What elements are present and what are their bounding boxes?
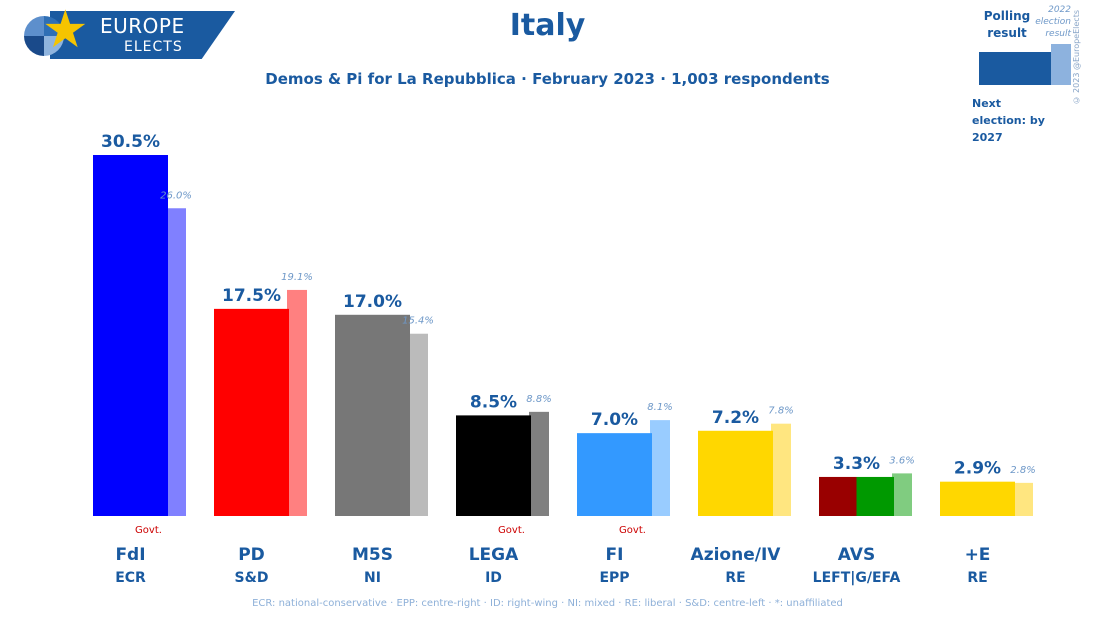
party-group-label: ID bbox=[485, 570, 502, 586]
election-value-label: 2.8% bbox=[1010, 465, 1035, 476]
poll-value-label: 3.3% bbox=[833, 454, 880, 474]
party-name-label: M5S bbox=[352, 545, 393, 565]
poll-value-label: 7.2% bbox=[712, 408, 759, 428]
chart-subtitle: Demos & Pi for La Repubblica · February … bbox=[265, 70, 830, 88]
election-bar bbox=[771, 423, 791, 516]
legend: Polling result 2022 election result Next… bbox=[972, 0, 1095, 144]
govt-label: Govt. bbox=[135, 525, 162, 536]
logo-globe-icon bbox=[24, 16, 64, 56]
logo-text-europe: EUROPE bbox=[100, 14, 185, 38]
footnote: ECR: national-conservative · EPP: centre… bbox=[252, 598, 843, 609]
party-name-label: +E bbox=[965, 545, 991, 565]
poll-bar bbox=[214, 308, 289, 516]
election-bar bbox=[408, 333, 428, 516]
logo-banner bbox=[50, 11, 235, 59]
legend-next-election: Next election: by 2027 bbox=[972, 97, 1045, 144]
govt-label: Govt. bbox=[619, 525, 646, 536]
poll-value-label: 7.0% bbox=[591, 410, 638, 430]
poll-bar bbox=[698, 430, 773, 516]
poll-bar bbox=[819, 476, 857, 516]
party-group-label: ECR bbox=[115, 570, 146, 586]
election-value-label: 19.1% bbox=[281, 272, 313, 283]
logo-star-icon: ★ bbox=[42, 0, 89, 60]
logo-text-elects: ELECTS bbox=[124, 39, 183, 55]
legend-polling-swatch bbox=[979, 52, 1051, 85]
poll-value-label: 17.0% bbox=[343, 292, 402, 312]
election-bar bbox=[529, 411, 549, 516]
poll-bar bbox=[93, 155, 168, 516]
party-group-label: S&D bbox=[235, 570, 269, 586]
poll-bar bbox=[335, 314, 410, 516]
poll-bar bbox=[940, 481, 1015, 516]
govt-label: Govt. bbox=[498, 525, 525, 536]
election-bar bbox=[287, 289, 307, 516]
europe-elects-logo: ★ EUROPE ELECTS bbox=[20, 4, 245, 62]
poll-bar bbox=[856, 476, 894, 516]
election-value-label: 7.8% bbox=[768, 406, 793, 417]
poll-bar bbox=[577, 433, 652, 516]
chart-title: Italy bbox=[509, 8, 586, 43]
legend-election-swatch bbox=[1051, 44, 1071, 85]
party-name-label: FdI bbox=[115, 545, 145, 565]
election-value-label: 3.6% bbox=[889, 455, 914, 466]
party-group-label: RE bbox=[725, 570, 745, 586]
legend-election-label: 2022 election result bbox=[1035, 5, 1071, 39]
poll-value-label: 2.9% bbox=[954, 459, 1001, 479]
party-name-label: LEGA bbox=[469, 545, 519, 565]
party-group-label: NI bbox=[364, 570, 381, 586]
election-bar bbox=[650, 420, 670, 516]
party-name-label: FI bbox=[606, 545, 624, 565]
legend-polling-label: Polling result bbox=[983, 9, 1031, 40]
election-bar bbox=[1013, 482, 1033, 516]
election-value-label: 26.0% bbox=[160, 190, 192, 201]
poll-value-label: 17.5% bbox=[222, 286, 281, 306]
election-value-label: 15.4% bbox=[402, 316, 434, 327]
election-bar bbox=[892, 473, 912, 516]
poll-bar bbox=[456, 415, 531, 516]
poll-value-label: 8.5% bbox=[470, 392, 517, 412]
party-group-label: LEFT|G/EFA bbox=[813, 570, 901, 586]
party-name-label: Azione/IV bbox=[691, 545, 782, 565]
party-group-label: EPP bbox=[599, 570, 629, 586]
party-name-label: PD bbox=[238, 545, 265, 565]
party-group-label: RE bbox=[967, 570, 987, 586]
party-name-label: AVS bbox=[838, 545, 875, 565]
election-value-label: 8.8% bbox=[526, 394, 551, 405]
election-value-label: 8.1% bbox=[647, 402, 672, 413]
election-bar bbox=[166, 208, 186, 516]
poll-value-label: 30.5% bbox=[101, 132, 160, 152]
